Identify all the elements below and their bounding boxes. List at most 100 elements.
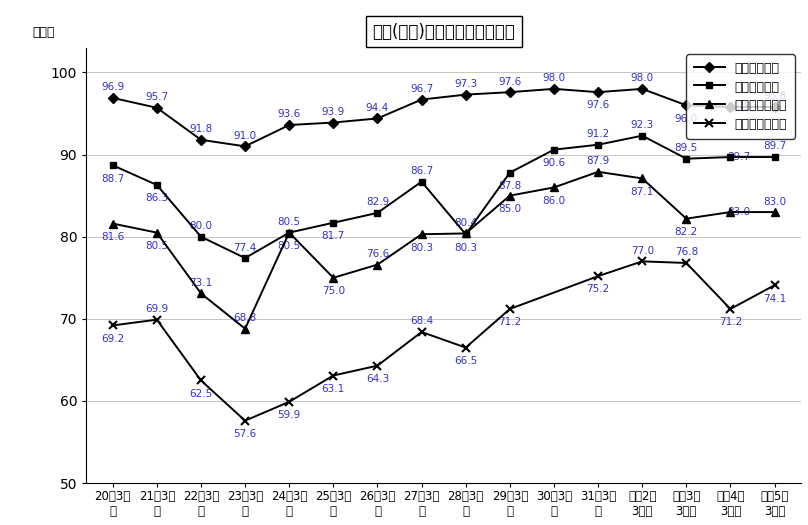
Text: 91.8: 91.8 <box>189 124 213 134</box>
４月１日現在 <box>329 119 339 125</box>
Text: 89.5: 89.5 <box>675 143 698 153</box>
Text: 76.6: 76.6 <box>366 249 389 259</box>
２月１日現在 <box>593 142 603 148</box>
１０月１日現在 <box>152 317 162 323</box>
１０月１日現在 <box>417 329 427 335</box>
Text: 92.3: 92.3 <box>630 120 654 130</box>
２月１日現在 <box>240 255 250 261</box>
１２月１日現在 <box>549 184 559 191</box>
Text: 96.9: 96.9 <box>101 82 124 92</box>
１０月１日現在 <box>638 258 647 265</box>
Text: 83.0: 83.0 <box>763 196 786 206</box>
Text: 76.8: 76.8 <box>675 247 698 257</box>
Text: 97.6: 97.6 <box>499 77 521 87</box>
Text: 98.0: 98.0 <box>542 74 566 83</box>
Text: 87.1: 87.1 <box>630 187 654 197</box>
Text: 68.8: 68.8 <box>234 313 257 323</box>
Text: 66.5: 66.5 <box>454 356 478 366</box>
４月１日現在 <box>726 104 735 110</box>
２月１日現在 <box>505 170 515 176</box>
Text: 75.2: 75.2 <box>587 285 610 295</box>
１０月１日現在 <box>240 417 250 424</box>
２月１日現在 <box>461 231 470 237</box>
１０月１日現在 <box>593 273 603 279</box>
１２月１日現在 <box>329 275 339 281</box>
４月１日現在 <box>372 116 382 122</box>
１２月１日現在 <box>240 326 250 332</box>
Text: 68.4: 68.4 <box>410 317 433 327</box>
Text: 86.0: 86.0 <box>542 196 566 206</box>
４月１日現在 <box>152 104 162 111</box>
１０月１日現在 <box>681 260 691 266</box>
２月１日現在 <box>107 162 117 169</box>
１０月１日現在 <box>372 362 382 369</box>
Text: 80.0: 80.0 <box>189 221 213 231</box>
１２月１日現在 <box>770 209 780 215</box>
Line: １０月１日現在: １０月１日現在 <box>108 257 779 425</box>
１２月１日現在 <box>372 261 382 268</box>
２月１日現在 <box>726 154 735 160</box>
Text: 57.6: 57.6 <box>234 429 257 439</box>
４月１日現在 <box>240 143 250 150</box>
Text: 63.1: 63.1 <box>322 384 345 394</box>
１２月１日現在 <box>461 230 470 237</box>
１０月１日現在 <box>461 344 470 351</box>
２月１日現在 <box>549 146 559 153</box>
１０月１日現在 <box>107 322 117 329</box>
Text: 81.6: 81.6 <box>101 232 124 242</box>
４月１日現在 <box>107 94 117 101</box>
Text: 81.7: 81.7 <box>322 231 345 241</box>
１０月１日現在 <box>770 282 780 288</box>
１０月１日現在 <box>284 398 294 405</box>
Text: 89.7: 89.7 <box>763 141 786 152</box>
Text: 80.3: 80.3 <box>410 243 433 253</box>
１２月１日現在 <box>505 193 515 199</box>
２月１日現在 <box>329 219 339 226</box>
４月１日現在 <box>638 86 647 92</box>
Line: １２月１日現在: １２月１日現在 <box>108 167 779 333</box>
Text: 96.0: 96.0 <box>675 113 698 123</box>
１２月１日現在 <box>417 231 427 237</box>
Text: 71.2: 71.2 <box>499 317 521 327</box>
１０月１日現在 <box>196 377 206 384</box>
１２月１日現在 <box>107 220 117 227</box>
Text: 87.8: 87.8 <box>499 181 521 191</box>
Line: ２月１日現在: ２月１日現在 <box>109 132 778 261</box>
Text: 69.9: 69.9 <box>145 304 168 314</box>
Text: 80.5: 80.5 <box>278 217 301 227</box>
Text: 94.4: 94.4 <box>366 103 389 113</box>
２月１日現在 <box>372 210 382 216</box>
Text: 87.9: 87.9 <box>587 156 610 166</box>
Line: ４月１日現在: ４月１日現在 <box>109 86 778 150</box>
４月１日現在 <box>196 136 206 143</box>
Text: 98.0: 98.0 <box>630 74 654 83</box>
Text: 77.0: 77.0 <box>630 246 654 256</box>
２月１日現在 <box>638 132 647 139</box>
Text: 86.3: 86.3 <box>145 193 168 203</box>
１２月１日現在 <box>638 175 647 182</box>
Text: 95.8: 95.8 <box>727 102 751 112</box>
２月１日現在 <box>284 229 294 236</box>
Text: 80.4: 80.4 <box>454 218 478 228</box>
Text: 80.3: 80.3 <box>454 243 478 253</box>
２月１日現在 <box>681 155 691 162</box>
Text: 96.7: 96.7 <box>410 84 433 94</box>
Text: 80.5: 80.5 <box>145 241 168 251</box>
Text: 80.5: 80.5 <box>278 241 301 251</box>
１２月１日現在 <box>593 169 603 175</box>
Text: 93.9: 93.9 <box>322 107 345 117</box>
１２月１日現在 <box>152 229 162 236</box>
４月１日現在 <box>549 86 559 92</box>
Text: 85.0: 85.0 <box>499 204 521 214</box>
４月１日現在 <box>284 122 294 128</box>
Text: 77.4: 77.4 <box>234 243 257 253</box>
Text: 88.7: 88.7 <box>101 174 124 184</box>
２月１日現在 <box>196 234 206 240</box>
４月１日現在 <box>417 97 427 103</box>
Text: 95.8: 95.8 <box>763 91 786 101</box>
２月１日現在 <box>770 154 780 160</box>
Text: 90.6: 90.6 <box>542 158 566 168</box>
Text: 91.2: 91.2 <box>587 129 610 139</box>
４月１日現在 <box>681 102 691 109</box>
２月１日現在 <box>417 178 427 185</box>
